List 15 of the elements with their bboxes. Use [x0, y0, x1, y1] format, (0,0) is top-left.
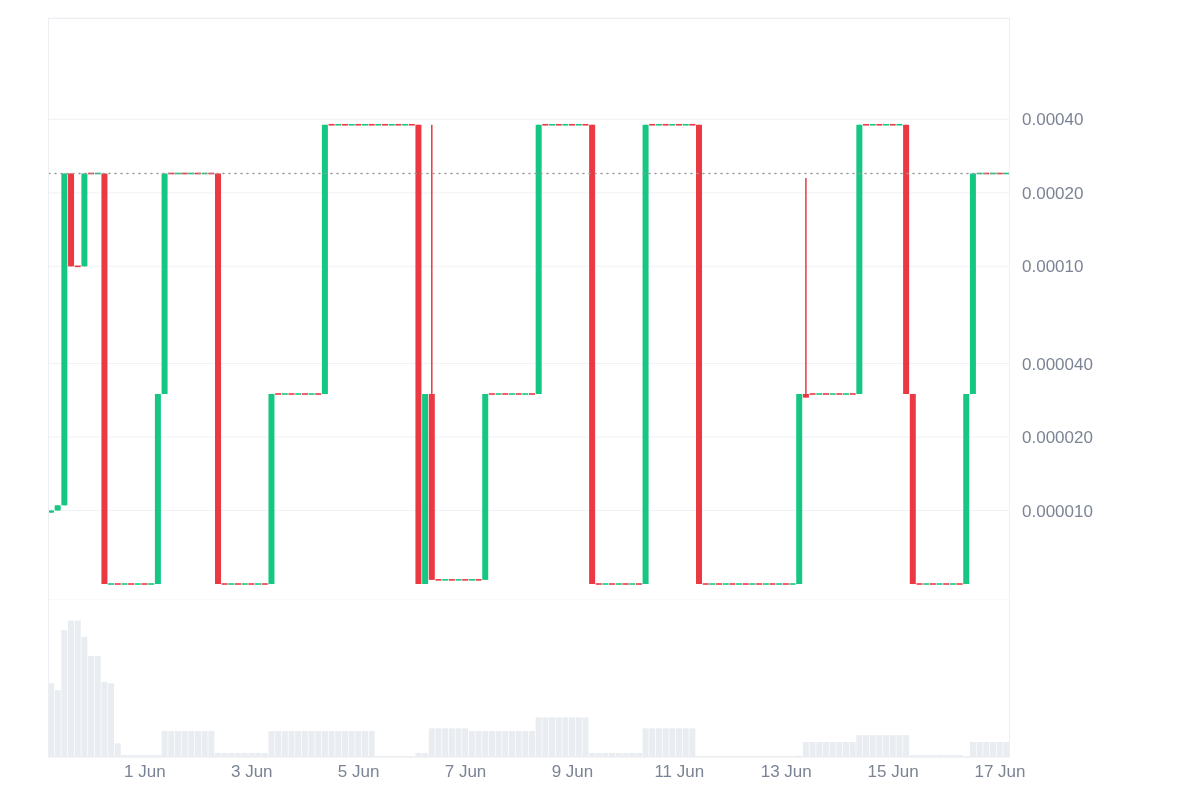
x-tick-label: 17 Jun [974, 762, 1026, 782]
x-tick-label: 11 Jun [654, 762, 705, 782]
y-tick-label: 0.000010 [1022, 501, 1093, 521]
y-tick-label: 0.00010 [1022, 257, 1084, 277]
x-tick-label: 9 Jun [551, 762, 594, 782]
x-tick-label: 7 Jun [444, 762, 487, 782]
y-tick-label: 0.000020 [1022, 428, 1093, 448]
y-tick-label: 0.00040 [1022, 110, 1084, 130]
x-tick-label: 13 Jun [760, 762, 812, 782]
x-tick-label: 15 Jun [867, 762, 919, 782]
y-tick-label: 0.000040 [1022, 354, 1093, 374]
x-tick-label: 5 Jun [337, 762, 380, 782]
x-tick-label: 1 Jun [124, 762, 166, 782]
y-tick-label: 0.00020 [1022, 183, 1084, 203]
x-tick-label: 3 Jun [230, 762, 273, 782]
